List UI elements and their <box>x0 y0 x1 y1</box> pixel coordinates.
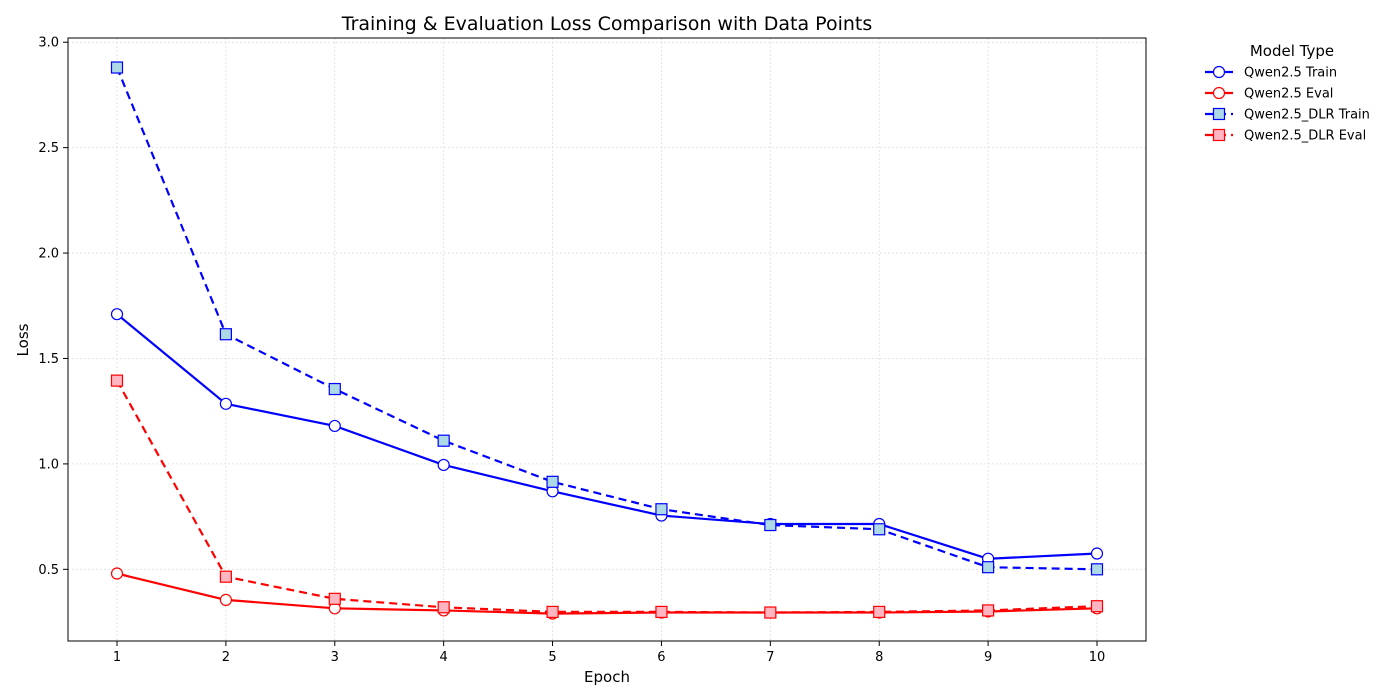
chart-title: Training & Evaluation Loss Comparison wi… <box>341 13 873 35</box>
data-point <box>1090 563 1104 576</box>
data-point <box>219 397 232 410</box>
x-tick-label: 1 <box>113 650 121 665</box>
legend-title: Model Type <box>1250 42 1334 60</box>
series-qwen2-5-dlr-eval <box>110 374 1104 619</box>
data-point <box>110 567 124 580</box>
y-tick-label: 2.5 <box>38 141 59 156</box>
data-point <box>546 475 559 488</box>
legend-label: Qwen2.5 Train <box>1244 66 1337 81</box>
series-line-qwen2-5-train <box>116 313 1098 560</box>
data-point <box>328 592 341 605</box>
x-tick-label: 9 <box>984 650 992 665</box>
legend-label: Qwen2.5 Eval <box>1244 87 1333 102</box>
data-point <box>873 523 886 536</box>
legend-label: Qwen2.5_DLR Train <box>1244 108 1370 123</box>
data-point <box>110 374 124 387</box>
data-point <box>219 593 232 606</box>
legend-item-qwen2-5-eval: Qwen2.5 Eval <box>1205 87 1333 102</box>
data-point <box>110 308 124 321</box>
data-point <box>437 601 450 614</box>
data-point <box>437 434 450 447</box>
x-tick-label: 2 <box>222 650 230 665</box>
series-qwen2-5-dlr-train <box>110 61 1104 576</box>
axis-ticks: 1 2 3 4 5 6 7 8 9 10 0.5 1.0 1.5 2.0 2.5 3.0 <box>38 36 1105 665</box>
x-tick-label: 3 <box>331 650 339 665</box>
data-point <box>328 382 341 396</box>
legend-marker <box>1212 86 1226 100</box>
data-point <box>219 328 232 341</box>
x-tick-label: 6 <box>657 650 665 665</box>
series-line-qwen2-5-dlr-eval <box>116 380 1098 614</box>
data-point <box>764 518 777 532</box>
x-tick-label: 10 <box>1089 650 1106 665</box>
data-point <box>1090 600 1104 613</box>
legend-label: Qwen2.5_DLR Eval <box>1244 129 1366 144</box>
x-axis-label: Epoch <box>584 668 630 686</box>
data-point <box>328 419 341 433</box>
series-line-qwen2-5-eval <box>116 572 1098 615</box>
y-tick-label: 1.5 <box>38 352 59 367</box>
y-tick-label: 2.0 <box>38 247 59 262</box>
legend-marker <box>1212 107 1226 121</box>
data-point <box>764 606 777 619</box>
x-tick-label: 4 <box>440 650 448 665</box>
legend: Model Type Qwen2.5 Train Qwen2.5 Eval Qwen… <box>1205 42 1370 144</box>
series-qwen2-5-train <box>110 308 1104 565</box>
x-tick-label: 8 <box>875 650 883 665</box>
series-line-qwen2-5-dlr-train <box>115 67 1098 571</box>
plot-area-frame <box>67 37 1147 642</box>
y-tick-label: 1.0 <box>38 457 59 472</box>
y-tick-label: 3.0 <box>38 36 59 51</box>
data-point <box>655 605 668 619</box>
data-point <box>982 604 995 617</box>
data-point <box>437 458 450 472</box>
legend-item-qwen2-5-dlr-eval: Qwen2.5_DLR Eval <box>1205 129 1366 144</box>
x-tick-label: 5 <box>548 650 556 665</box>
series-group <box>110 61 1104 620</box>
y-axis-label: Loss <box>14 323 32 356</box>
x-tick-label: 7 <box>766 650 774 665</box>
data-point <box>1090 547 1104 560</box>
data-point <box>982 561 995 574</box>
data-point <box>655 503 668 516</box>
legend-marker <box>1212 65 1226 79</box>
data-point <box>546 605 559 619</box>
legend-item-qwen2-5-dlr-train: Qwen2.5_DLR Train <box>1205 108 1370 123</box>
legend-marker <box>1212 128 1226 142</box>
data-point <box>873 605 886 619</box>
data-point <box>219 570 232 583</box>
data-point <box>110 61 124 74</box>
y-tick-label: 0.5 <box>38 563 59 578</box>
legend-item-qwen2-5-train: Qwen2.5 Train <box>1205 66 1337 81</box>
